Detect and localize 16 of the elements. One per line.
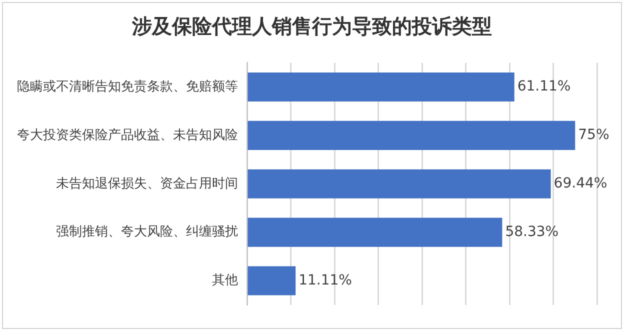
y-tick-label: 其他 [212,273,238,288]
bar [248,218,502,247]
bar [248,120,576,150]
data-label: 61.11% [517,78,571,95]
y-tick-label: 夸大投资类保险产品收益、未告知风险 [17,128,238,143]
chart-title: 涉及保险代理人销售行为导致的投诉类型 [130,13,493,40]
bar [248,266,296,296]
data-label: 75% [578,127,610,144]
data-label: 58.33% [505,224,559,240]
data-label: 11.11% [298,272,352,288]
y-tick-label: 隐瞒或不清晰告知免责条款、免赔额等 [17,79,238,94]
y-tick-label: 未告知退保损失、资金占用时间 [56,176,238,192]
y-tick-label: 强制推销、夸大风险、纠缠骚扰 [56,224,238,240]
data-label: 69.44% [554,176,608,192]
bar [248,169,551,198]
bar [248,72,514,102]
